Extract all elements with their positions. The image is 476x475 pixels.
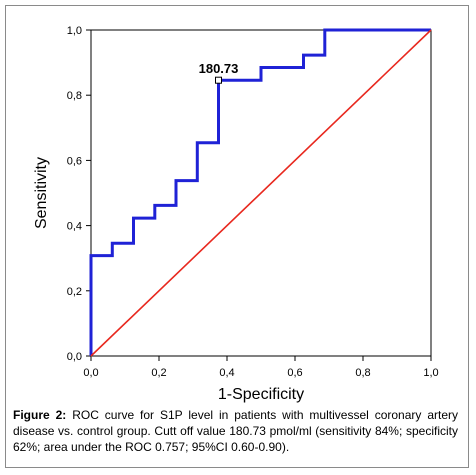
x-tick-label: 0,8 [355,367,370,379]
x-tick-label: 1,0 [423,367,438,379]
y-tick-label: 1,0 [67,25,82,37]
roc-chart: 0,0 0,2 0,4 0,6 0,8 1,0 0,0 0,2 0,4 0,6 0,8 1,0 1-Sp… [33,25,439,403]
y-tick-label: 0,0 [67,351,82,363]
x-tick-label: 0,0 [83,367,98,379]
plot-area-frame [90,29,432,357]
y-tick-label: 0,2 [67,286,82,298]
x-tick-label: 0,6 [287,367,302,379]
y-tick-label: 0,6 [67,155,82,167]
x-tick-label: 0,2 [151,367,166,379]
roc-curve-line [89,28,431,356]
x-tick-label: 0,4 [219,367,234,379]
y-tick-label: 0,4 [67,221,82,233]
cutoff-value-label: 180.73 [199,61,239,76]
x-axis-title: 1-Specificity [218,386,304,403]
figure-caption: Figure 2: ROC curve for S1P level in pat… [13,407,458,455]
reference-diagonal-line [90,29,432,357]
y-tick-label: 0,8 [67,90,82,102]
y-axis-title: Sensitivity [33,157,50,229]
cutoff-point-marker [215,76,222,84]
caption-label: Figure 2: [13,408,67,422]
figure-frame [5,5,469,468]
caption-text: ROC curve for S1P level in patients with… [13,408,458,454]
